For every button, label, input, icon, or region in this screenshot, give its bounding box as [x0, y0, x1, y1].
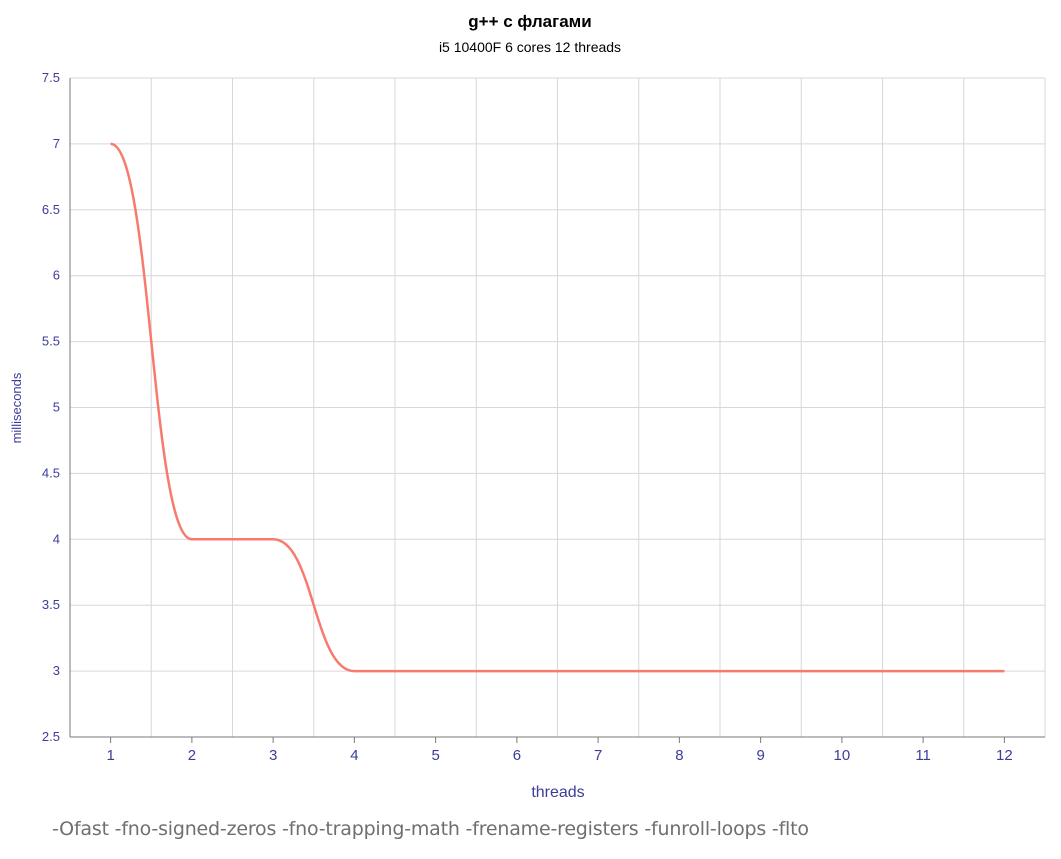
- x-tick-label: 2: [188, 747, 196, 764]
- line-chart: g++ с флагами i5 10400F 6 cores 12 threa…: [9, 12, 1046, 801]
- y-tick-label: 3: [53, 663, 60, 678]
- x-tick-label: 1: [106, 747, 114, 764]
- y-tick-label: 6: [53, 268, 60, 283]
- y-tick-label: 4.5: [42, 465, 60, 480]
- x-tick-label: 10: [834, 747, 851, 764]
- series-line: [110, 142, 1005, 673]
- y-tick-label: 3.5: [42, 597, 60, 612]
- x-tick-label: 11: [915, 747, 931, 764]
- x-tick-label: 12: [996, 747, 1013, 764]
- y-tick-label: 5.5: [42, 334, 60, 349]
- x-tick-label: 6: [513, 747, 521, 764]
- x-tick-label: 3: [269, 747, 277, 764]
- x-axis-title: threads: [531, 784, 584, 801]
- axes: [69, 78, 1045, 743]
- series-layer: [110, 142, 1005, 673]
- y-tick-label: 7.5: [42, 70, 60, 85]
- y-tick-label: 7: [53, 136, 60, 151]
- chart-title: g++ с флагами: [468, 12, 591, 31]
- x-tick-label: 7: [594, 747, 602, 764]
- x-tick-label: 8: [675, 747, 683, 764]
- grid: [69, 77, 1046, 737]
- y-tick-label: 6.5: [42, 202, 60, 217]
- chart-subtitle: i5 10400F 6 cores 12 threads: [439, 39, 621, 55]
- tick-labels: 2.533.544.555.566.577.51 2 3 4 5 6 7 8 9 10 11 12: [42, 70, 1013, 764]
- y-axis-title: milliseconds: [9, 372, 24, 443]
- compiler-flags-note: -Ofast -fno-signed-zeros -fno-trapping-m…: [52, 818, 809, 840]
- y-tick-label: 4: [53, 531, 60, 546]
- x-tick-label: 4: [350, 747, 358, 764]
- y-tick-label: 5: [53, 400, 60, 415]
- x-tick-label: 5: [431, 747, 439, 764]
- y-tick-label: 2.5: [42, 729, 60, 744]
- x-tick-label: 9: [756, 747, 764, 764]
